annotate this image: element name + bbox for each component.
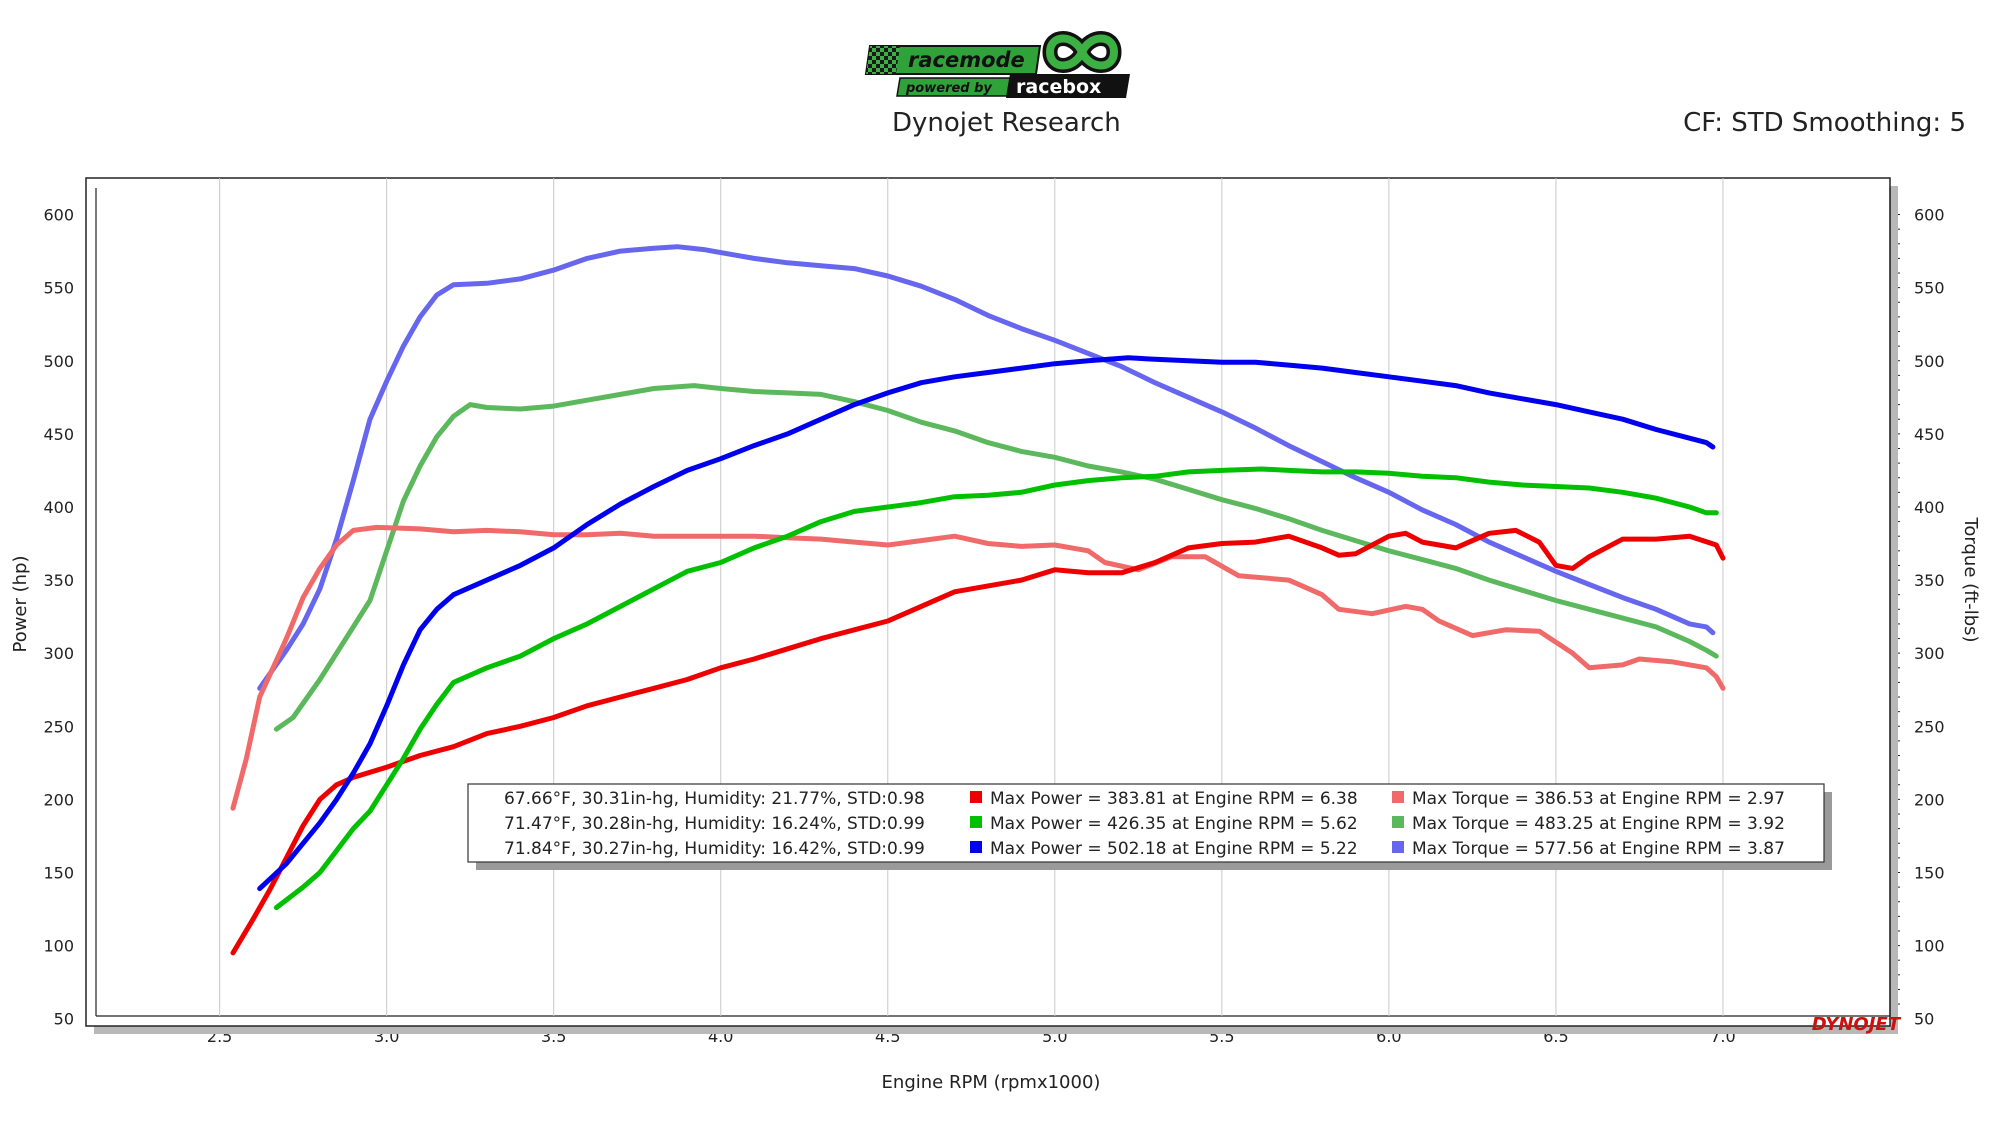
y-left-tick-label: 200: [43, 790, 74, 809]
y-left-tick-label: 50: [54, 1010, 74, 1029]
y-right-tick-label: 550: [1914, 279, 1945, 298]
dynojet-watermark: DYNOJET: [1812, 1014, 1902, 1035]
series-line-torque-3: [257, 244, 1716, 691]
legend: 67.66°F, 30.31in-hg, Humidity: 21.77%, S…: [467, 783, 1832, 870]
legend-swatch: [1392, 816, 1404, 828]
series-lines: [230, 244, 1726, 956]
legend-swatch: [970, 816, 982, 828]
infinity-icon: [1042, 31, 1122, 73]
svg-text:racemode: racemode: [908, 48, 1025, 72]
legend-torque-entry: Max Torque = 483.25 at Engine RPM = 3.92: [1412, 814, 1785, 834]
series-line-torque-2: [273, 383, 1719, 732]
series-line-power-1: [230, 527, 1726, 956]
y-axis-right-label: Torque (ft-lbs): [1960, 516, 1981, 642]
series-line-power-2: [273, 466, 1719, 911]
y-left-tick-label: 150: [43, 863, 74, 882]
y-left-tick-label: 400: [43, 498, 74, 517]
series-line-power-3: [257, 355, 1716, 892]
correction-factor-label: CF: STD Smoothing: 5: [1683, 108, 1966, 138]
y-axis-left-label: Power (hp): [10, 555, 31, 652]
y-right-tick-label: 400: [1914, 498, 1945, 517]
legend-power-entry: Max Power = 426.35 at Engine RPM = 5.62: [990, 814, 1358, 834]
y-right-tick-label: 350: [1914, 571, 1945, 590]
legend-conditions: 71.84°F, 30.27in-hg, Humidity: 16.42%, S…: [504, 839, 925, 859]
y-right-tick-label: 250: [1914, 717, 1945, 736]
y-left-tick-label: 300: [43, 644, 74, 663]
series-line-torque-1: [230, 524, 1726, 811]
legend-conditions: 71.47°F, 30.28in-hg, Humidity: 16.24%, S…: [504, 814, 925, 834]
y-left-tick-label: 100: [43, 937, 74, 956]
y-left-tick-label: 350: [43, 571, 74, 590]
y-left-tick-label: 600: [43, 206, 74, 225]
y-right-tick-label: 100: [1914, 937, 1945, 956]
legend-power-entry: Max Power = 502.18 at Engine RPM = 5.22: [990, 839, 1358, 859]
y-right-tick-label: 600: [1914, 206, 1945, 225]
plot-frame: [85, 177, 1898, 1034]
chart-title: Dynojet Research: [892, 108, 1121, 138]
svg-text:powered by: powered by: [905, 81, 992, 96]
y-left-tick-label: 500: [43, 352, 74, 371]
y-right-tick-label: 50: [1914, 1010, 1934, 1029]
y-right-tick-label: 500: [1914, 352, 1945, 371]
legend-swatch: [970, 841, 982, 853]
y-left-tick-label: 550: [43, 279, 74, 298]
racemode-logo: racemode powered by racebox: [864, 31, 1130, 98]
y-right-tick-label: 150: [1914, 863, 1945, 882]
legend-swatch: [1392, 791, 1404, 803]
legend-swatch: [1392, 841, 1404, 853]
legend-box: [467, 783, 1825, 863]
x-axis-label: Engine RPM (rpmx1000): [882, 1072, 1101, 1093]
y-left-tick-label: 250: [43, 717, 74, 736]
svg-text:racebox: racebox: [1016, 76, 1101, 98]
legend-power-entry: Max Power = 383.81 at Engine RPM = 6.38: [990, 789, 1358, 809]
legend-torque-entry: Max Torque = 386.53 at Engine RPM = 2.97: [1412, 789, 1785, 809]
y-left-tick-label: 450: [43, 425, 74, 444]
y-right-tick-label: 450: [1914, 425, 1945, 444]
legend-swatch: [970, 791, 982, 803]
y-right-tick-label: 300: [1914, 644, 1945, 663]
legend-conditions: 67.66°F, 30.31in-hg, Humidity: 21.77%, S…: [504, 789, 925, 809]
y-right-tick-label: 200: [1914, 790, 1945, 809]
legend-torque-entry: Max Torque = 577.56 at Engine RPM = 3.87: [1412, 839, 1785, 859]
